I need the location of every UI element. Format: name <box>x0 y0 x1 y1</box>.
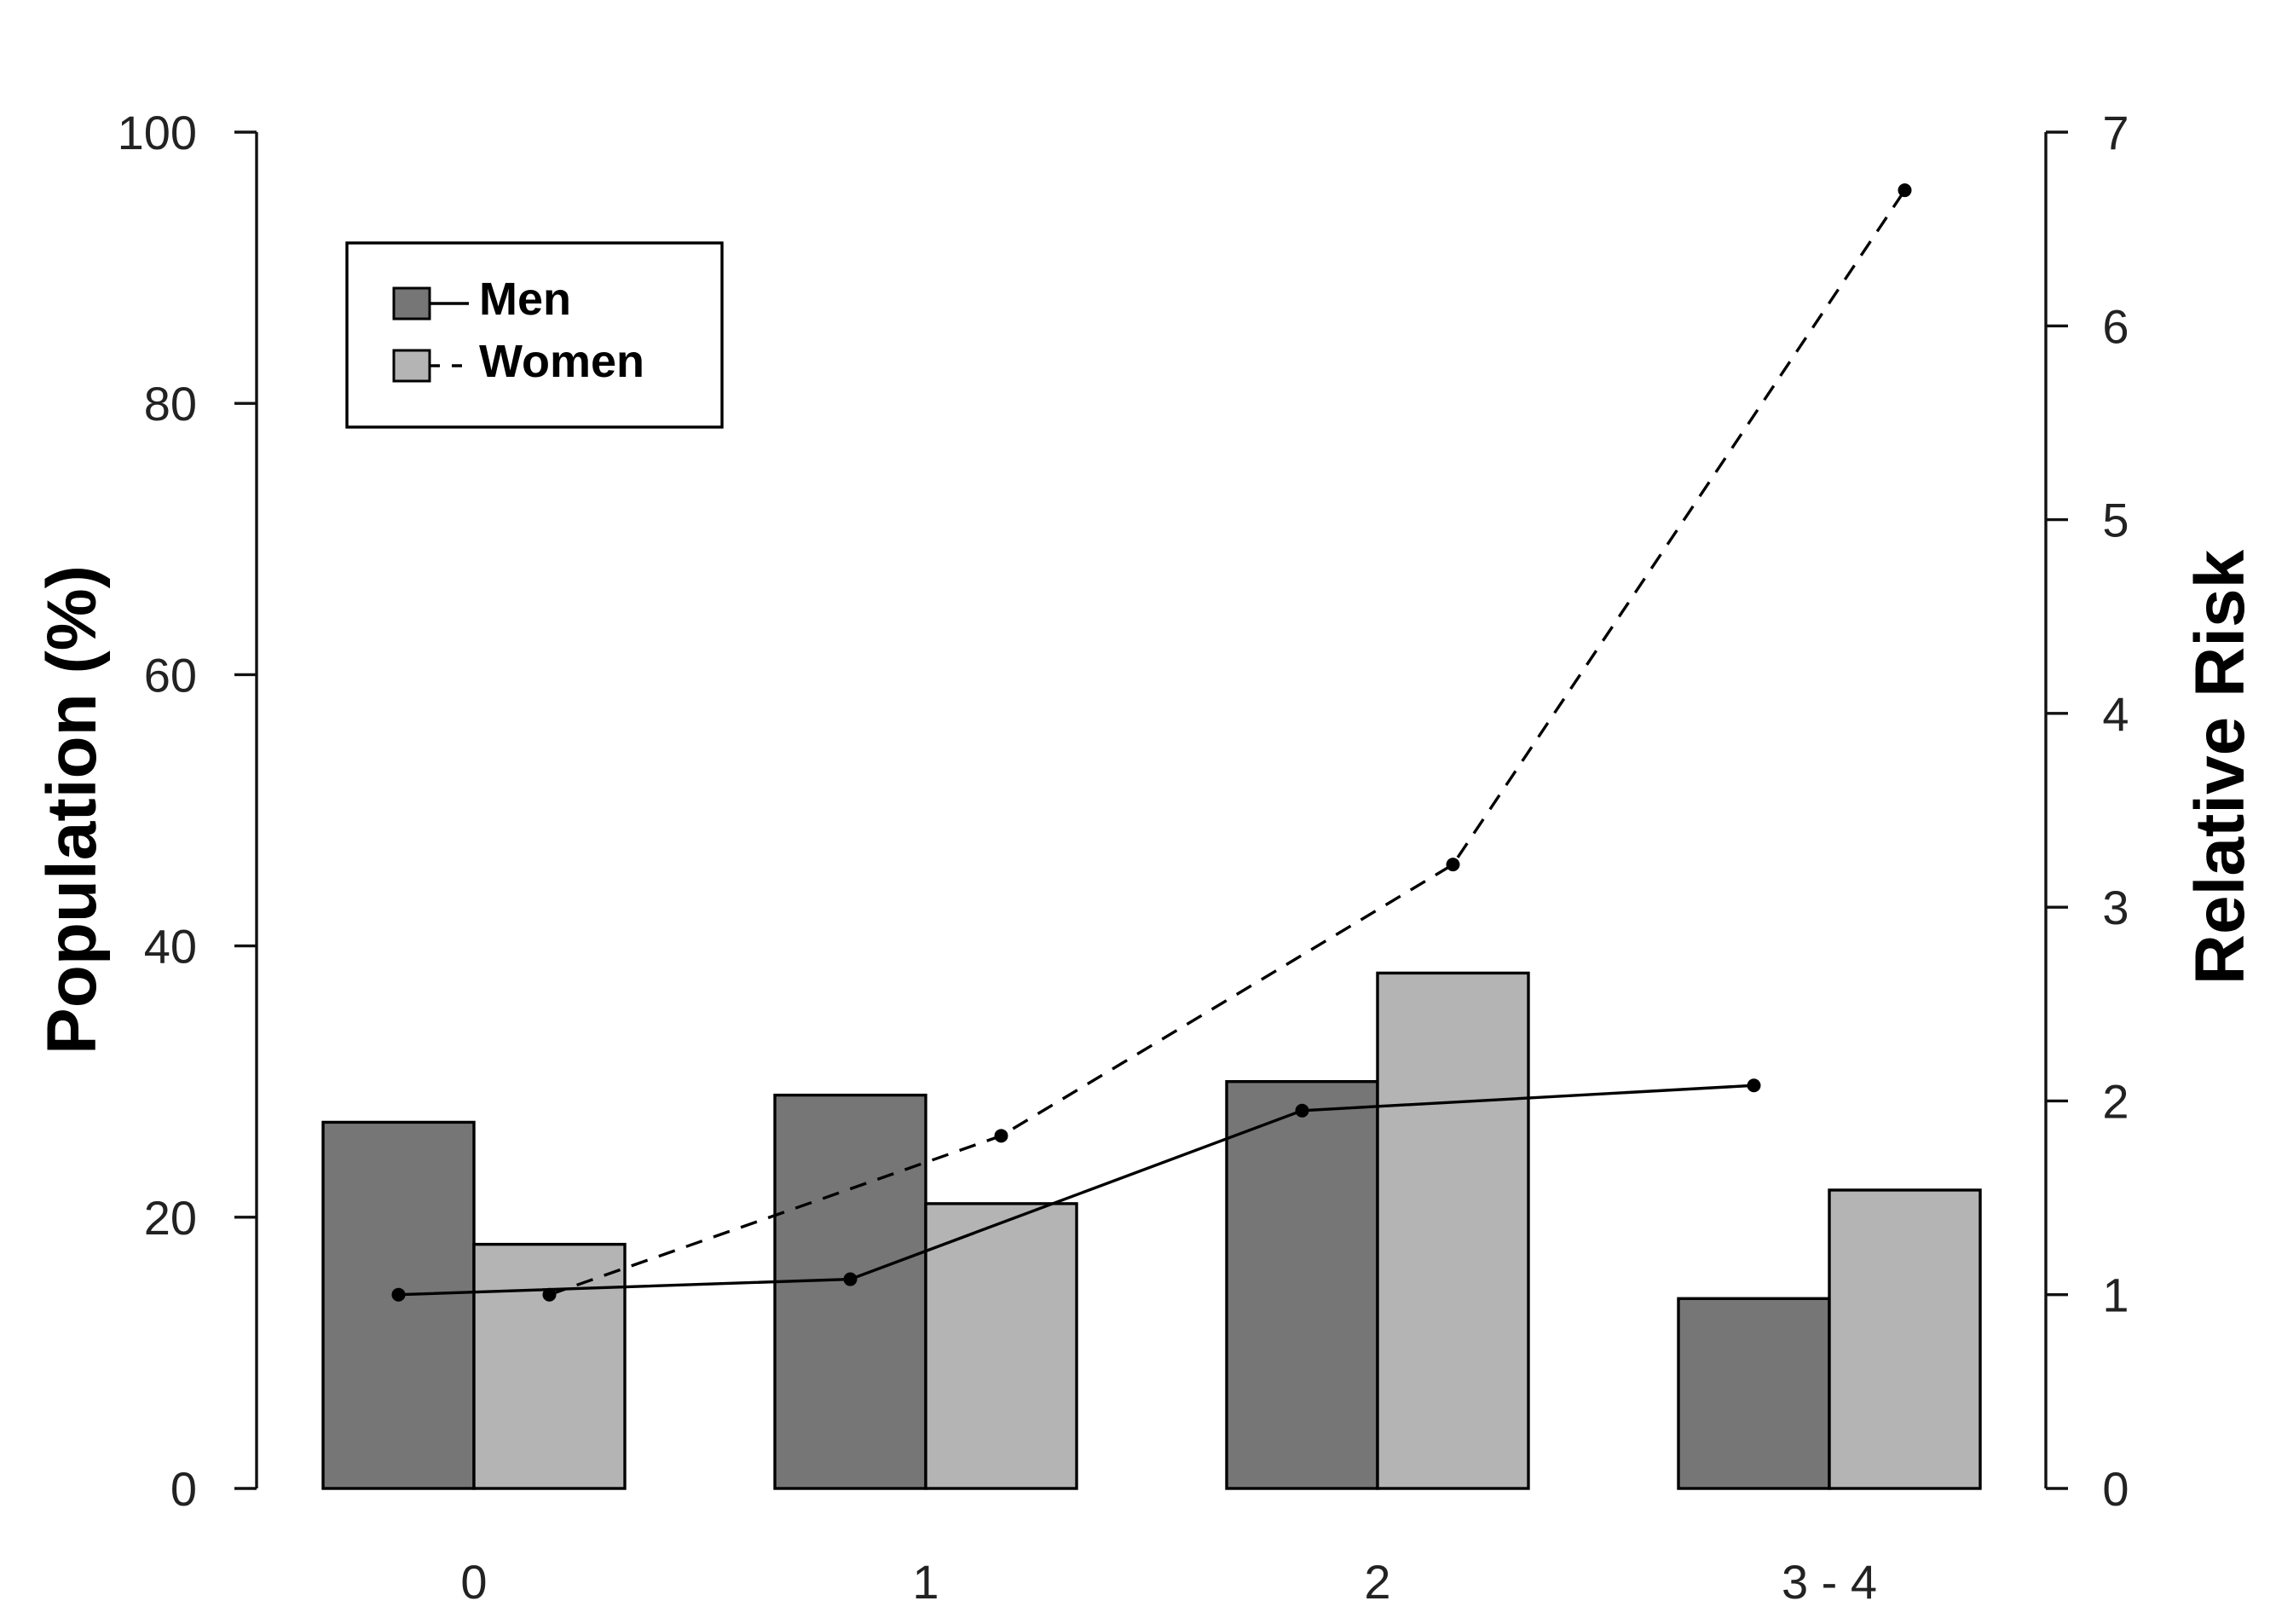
legend-box <box>345 241 724 429</box>
bar-women-1 <box>924 1202 1078 1490</box>
right-tick-label-1: 1 <box>2102 1269 2129 1322</box>
point-men-3-4 <box>1747 1078 1761 1093</box>
bar-men-0 <box>321 1120 476 1490</box>
line-women <box>548 189 1906 1297</box>
legend-label-women: Women <box>479 336 644 387</box>
ticks-layer: 0 20 40 60 80 100 0 1 2 3 4 5 6 7 0 1 2 3 - 4 <box>118 106 2129 1609</box>
legend-label-men: Men <box>479 274 571 325</box>
right-axis-title: Relative Risk <box>2181 549 2259 985</box>
bar-women-0 <box>472 1242 627 1490</box>
x-tick-label-1: 1 <box>912 1555 939 1609</box>
point-men-0 <box>391 1287 406 1302</box>
left-tick-label-60: 60 <box>144 648 197 702</box>
bar-men-1 <box>773 1093 927 1490</box>
x-tick-label-3-4: 3 - 4 <box>1782 1555 1877 1609</box>
left-axis-title: Population (%) <box>33 565 111 1055</box>
point-women-3-4 <box>1898 183 1912 198</box>
legend-swatch-women <box>392 349 431 383</box>
point-women-2 <box>1446 858 1460 872</box>
left-tick-label-80: 80 <box>144 377 197 431</box>
legend: Men Women <box>345 241 724 429</box>
bars-layer <box>321 971 1982 1490</box>
left-tick-label-100: 100 <box>118 106 197 159</box>
point-men-1 <box>843 1272 858 1286</box>
lines-layer <box>391 183 1912 1302</box>
right-tick-label-4: 4 <box>2102 687 2129 741</box>
right-tick-label-2: 2 <box>2102 1074 2129 1128</box>
right-tick-label-7: 7 <box>2102 106 2129 159</box>
right-tick-label-0: 0 <box>2102 1462 2129 1516</box>
line-men <box>398 1084 1754 1297</box>
left-tick-label-40: 40 <box>144 920 197 974</box>
point-women-0 <box>542 1287 557 1302</box>
bar-men-2 <box>1225 1079 1379 1490</box>
point-women-1 <box>994 1129 1008 1143</box>
axes-layer <box>255 132 2048 1488</box>
bar-women-2 <box>1376 971 1530 1490</box>
x-tick-label-0: 0 <box>460 1555 487 1609</box>
right-tick-label-3: 3 <box>2102 881 2129 934</box>
point-men-2 <box>1295 1103 1309 1118</box>
bar-men-3-4 <box>1677 1297 1831 1490</box>
legend-swatch-men <box>392 286 431 321</box>
left-tick-label-20: 20 <box>144 1191 197 1245</box>
right-tick-label-5: 5 <box>2102 494 2129 547</box>
x-tick-label-2: 2 <box>1364 1555 1390 1609</box>
right-tick-label-6: 6 <box>2102 299 2129 353</box>
left-tick-label-0: 0 <box>170 1462 197 1516</box>
bar-women-3-4 <box>1828 1188 1982 1490</box>
